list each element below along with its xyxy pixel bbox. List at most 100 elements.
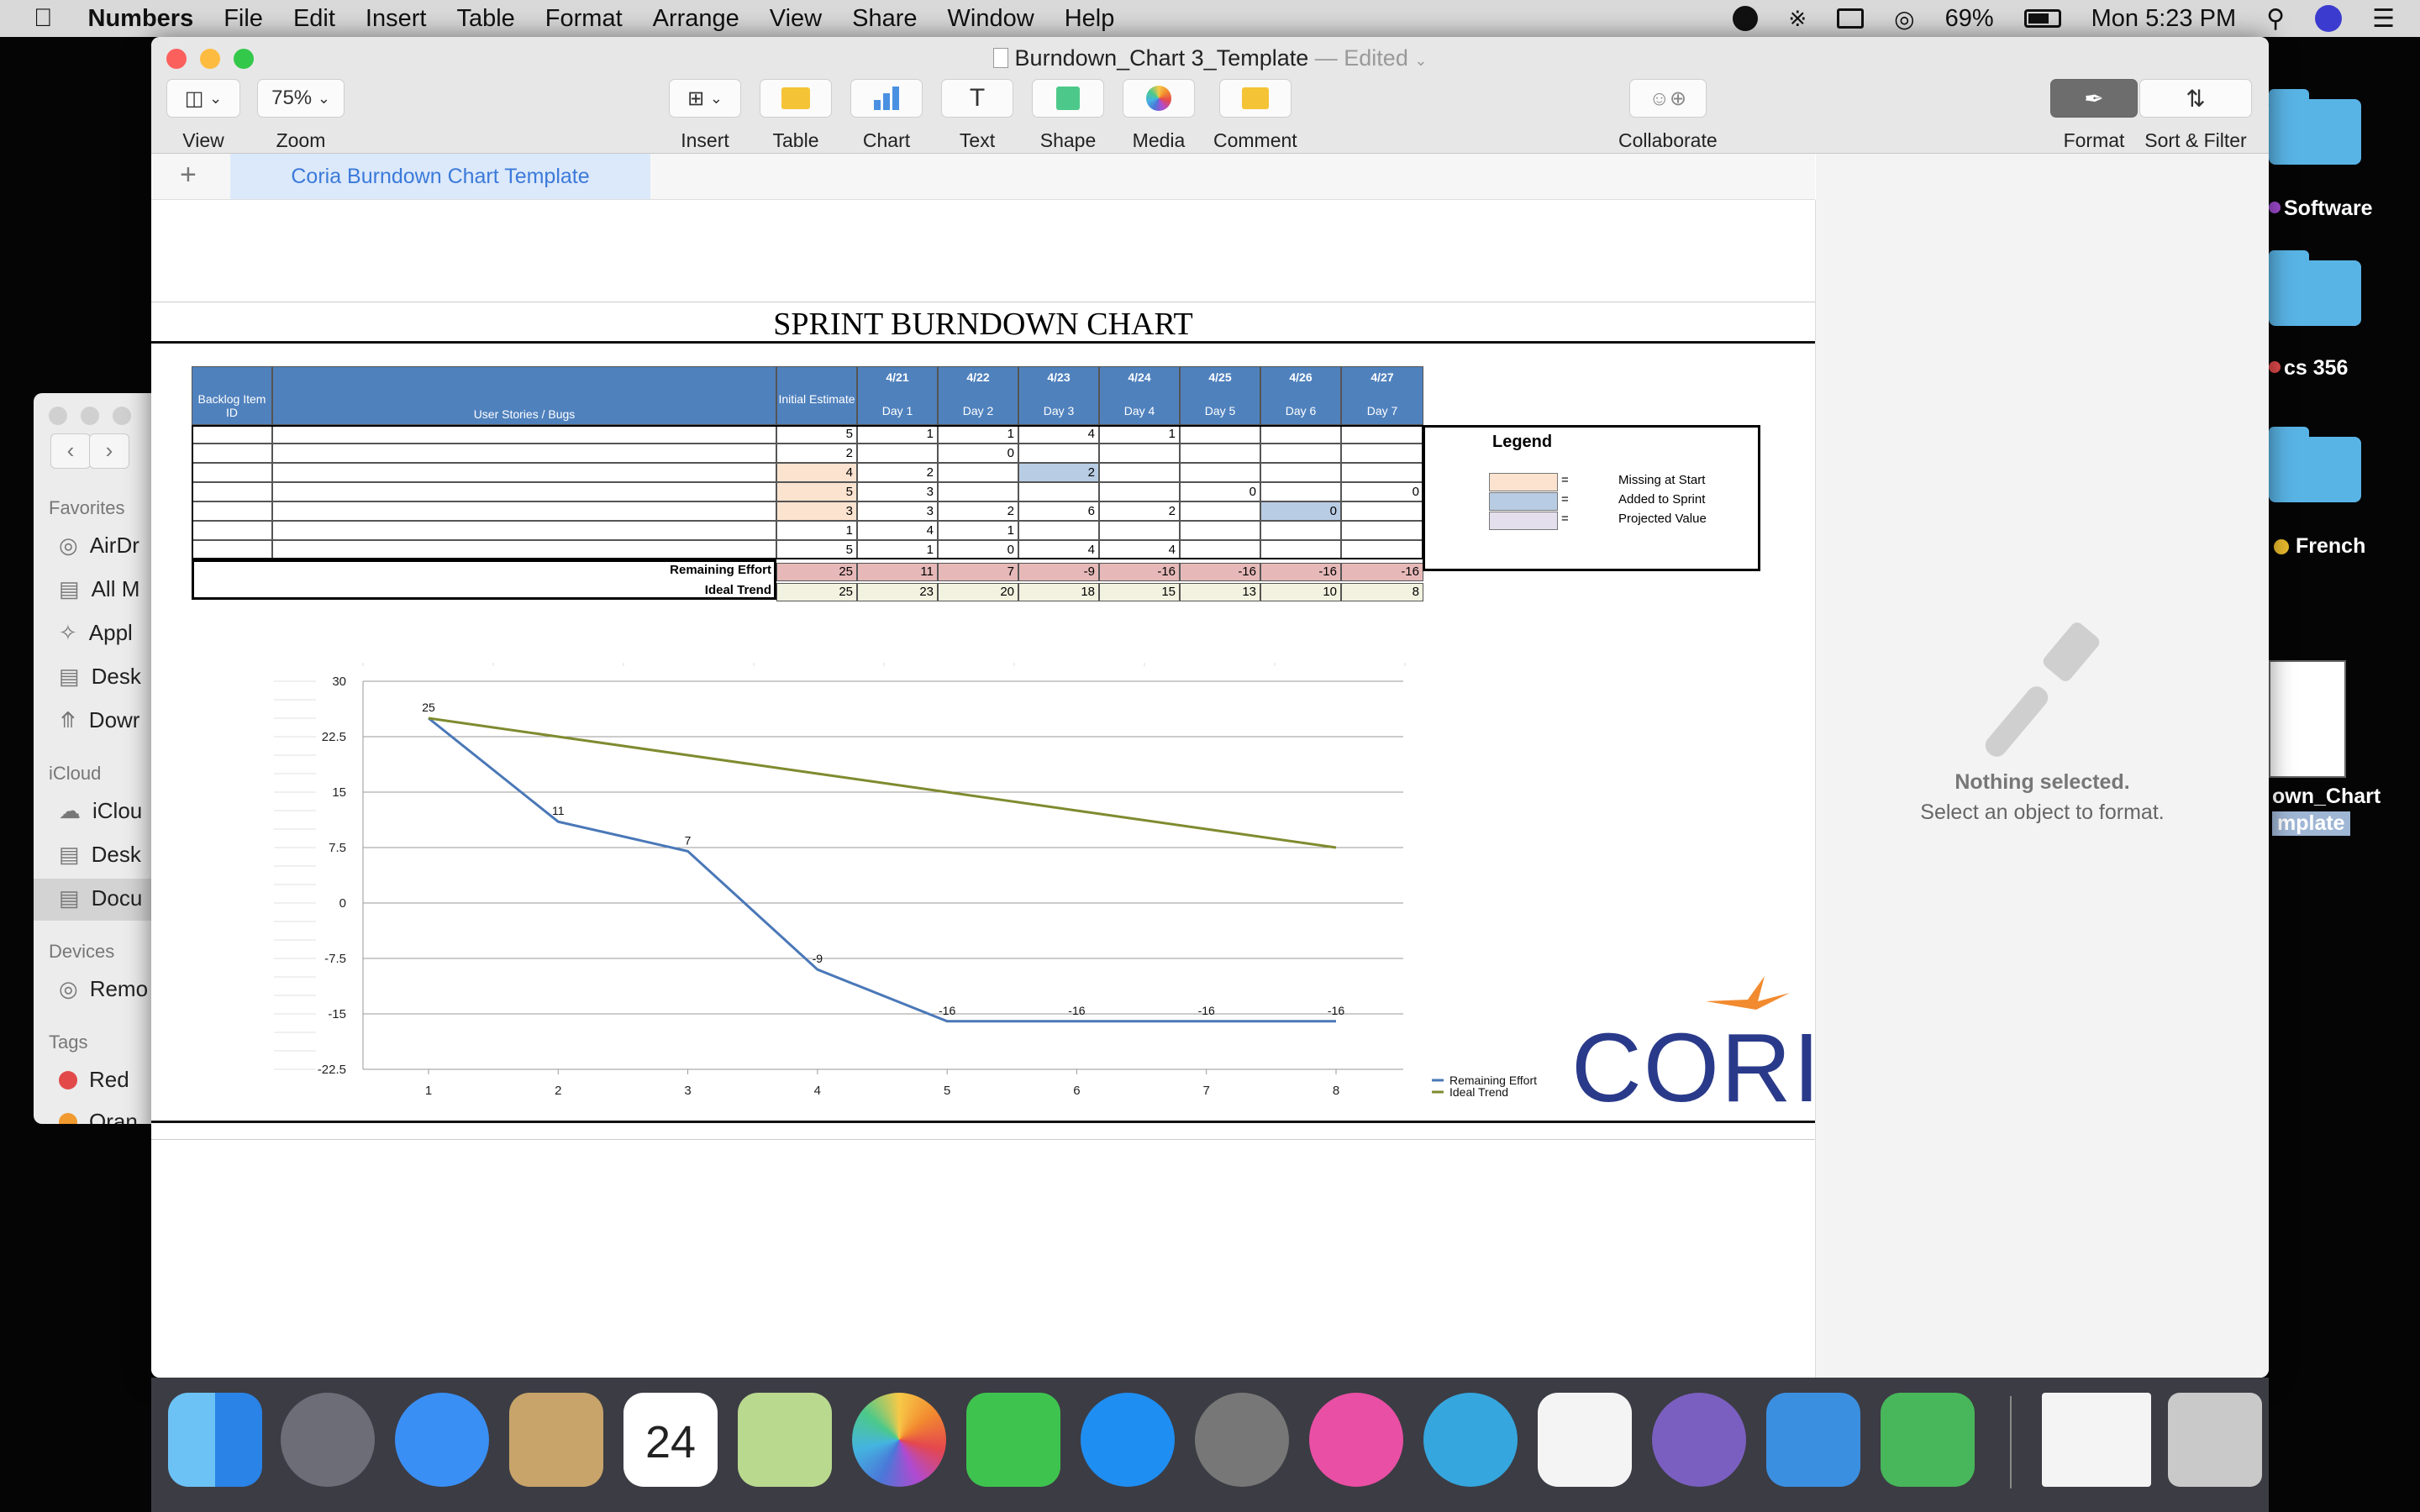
remaining-effort-cell[interactable]: -16 [1099,563,1180,581]
desktop-folder-french[interactable]: French [2296,534,2366,558]
battery-percent[interactable]: 69% [1944,4,1994,32]
ideal-trend-label[interactable]: Ideal Trend [704,583,771,597]
day-value-cell[interactable] [1260,521,1341,540]
location-icon[interactable] [1733,6,1759,31]
day-value-cell[interactable] [938,482,1018,501]
maps-icon[interactable] [738,1393,832,1487]
day-value-cell[interactable]: 1 [938,425,1018,444]
remaining-effort-cell[interactable]: 7 [938,563,1018,581]
day-value-cell[interactable] [1018,444,1099,463]
day-value-cell[interactable] [1260,444,1341,463]
finder-sidebar-documents[interactable]: ▤ Docu [59,885,142,911]
day-value-cell[interactable]: 2 [1099,501,1180,521]
comment-button[interactable] [1218,79,1292,118]
text-button[interactable]: T [941,79,1013,118]
telegram-icon[interactable] [1423,1393,1518,1487]
ideal-trend-cell[interactable]: 15 [1099,583,1180,601]
finder-sidebar-icloud-drive[interactable]: ☁ iClou [59,798,142,824]
day-value-cell[interactable]: 1 [857,540,938,559]
menu-edit[interactable]: Edit [274,4,335,32]
header-day[interactable]: 4/26 Day 6 [1260,366,1341,425]
finder-sidebar-applications[interactable]: ✧ Appl [59,620,133,646]
story-cell[interactable] [272,444,776,463]
app-store-icon[interactable] [1081,1393,1175,1487]
folder-icon[interactable] [2269,250,2361,326]
bluetooth-icon[interactable]: ※ [1788,5,1807,31]
minimize-button[interactable] [200,49,220,69]
github-icon[interactable] [1652,1393,1746,1487]
spotlight-search-icon[interactable]: ⚲ [2266,4,2286,33]
day-value-cell[interactable] [1180,425,1260,444]
finder-sidebar-remote-disc[interactable]: ◎ Remo [59,976,148,1002]
close-button[interactable] [166,49,187,69]
backlog-id-cell[interactable] [192,444,272,463]
remaining-effort-cell[interactable]: -9 [1018,563,1099,581]
day-value-cell[interactable]: 2 [857,463,938,482]
day-value-cell[interactable] [1180,501,1260,521]
airplay-icon[interactable] [1837,8,1865,29]
textedit-icon[interactable] [1538,1393,1632,1487]
day-value-cell[interactable]: 0 [1260,501,1341,521]
day-value-cell[interactable]: 1 [857,425,938,444]
day-value-cell[interactable] [1341,501,1423,521]
day-value-cell[interactable] [1180,521,1260,540]
day-value-cell[interactable]: 3 [857,501,938,521]
header-backlog-id[interactable]: Backlog Item ID [192,366,272,425]
day-value-cell[interactable] [1260,482,1341,501]
notification-center-icon[interactable]: ☰ [2372,4,2395,33]
view-button[interactable]: ◫ ⌄ [166,79,240,118]
zoom-dropdown[interactable]: 75% ⌄ [257,79,345,118]
backlog-id-cell[interactable] [192,501,272,521]
day-value-cell[interactable] [1180,444,1260,463]
system-preferences-icon[interactable] [1195,1393,1289,1487]
menu-insert[interactable]: Insert [346,4,427,32]
day-value-cell[interactable] [1341,521,1423,540]
backlog-id-cell[interactable] [192,482,272,501]
ideal-trend-cell[interactable]: 23 [857,583,938,601]
folder-icon[interactable] [2269,427,2361,502]
ideal-trend-cell[interactable]: 8 [1341,583,1423,601]
remaining-effort-cell[interactable]: -16 [1341,563,1423,581]
desktop-folder-software[interactable]: Software [2284,197,2373,220]
initial-estimate-cell[interactable]: 3 [776,501,857,521]
header-day[interactable]: 4/23 Day 3 [1018,366,1099,425]
initial-estimate-cell[interactable]: 2 [776,444,857,463]
ideal-trend-cell[interactable]: 13 [1180,583,1260,601]
media-button[interactable] [1123,79,1195,118]
day-value-cell[interactable] [1099,463,1180,482]
finder-sidebar-all-files[interactable]: ▤ All M [59,576,139,602]
menu-format[interactable]: Format [526,4,623,32]
day-value-cell[interactable]: 4 [1018,540,1099,559]
backlog-id-cell[interactable] [192,463,272,482]
remaining-effort-label[interactable]: Remaining Effort [670,563,771,577]
wifi-icon[interactable]: ◎ [1894,5,1915,32]
burndown-table[interactable]: Backlog Item ID User Stories / Bugs Initia… [192,366,1423,607]
remaining-effort-cell[interactable]: 11 [857,563,938,581]
backlog-id-cell[interactable] [192,540,272,559]
day-value-cell[interactable]: 0 [1180,482,1260,501]
collaborate-button[interactable]: ☺⊕ [1628,79,1707,118]
burndown-line-chart[interactable]: 30 22.5 15 7.5 0 -7.5 -15 -22.5 1 2 3 4 5 6 7 8 25 11 7 -9 -… [151,637,1748,1107]
format-button[interactable]: ✒ [2050,79,2138,118]
day-value-cell[interactable] [1341,425,1423,444]
finder-forward-button[interactable]: › [89,433,129,469]
story-cell[interactable] [272,482,776,501]
apple-menu-icon[interactable]:  [34,4,53,33]
header-day[interactable]: 4/27 Day 7 [1341,366,1423,425]
siri-icon[interactable] [2315,5,2343,32]
photos-icon[interactable] [852,1393,946,1487]
header-day[interactable]: 4/21 Day 1 [857,366,938,425]
initial-estimate-cell[interactable]: 5 [776,482,857,501]
day-value-cell[interactable]: 0 [1341,482,1423,501]
itunes-icon[interactable] [1309,1393,1403,1487]
day-value-cell[interactable]: 4 [1018,425,1099,444]
folder-icon[interactable] [2269,89,2361,165]
finder-sidebar-desktop[interactable]: ▤ Desk [59,664,141,690]
day-value-cell[interactable] [1180,540,1260,559]
day-value-cell[interactable] [1099,444,1180,463]
backlog-id-cell[interactable] [192,521,272,540]
day-value-cell[interactable] [1260,425,1341,444]
finder-sidebar-airdrop[interactable]: ◎ AirDr [59,533,139,559]
day-value-cell[interactable]: 6 [1018,501,1099,521]
day-value-cell[interactable] [1099,521,1180,540]
